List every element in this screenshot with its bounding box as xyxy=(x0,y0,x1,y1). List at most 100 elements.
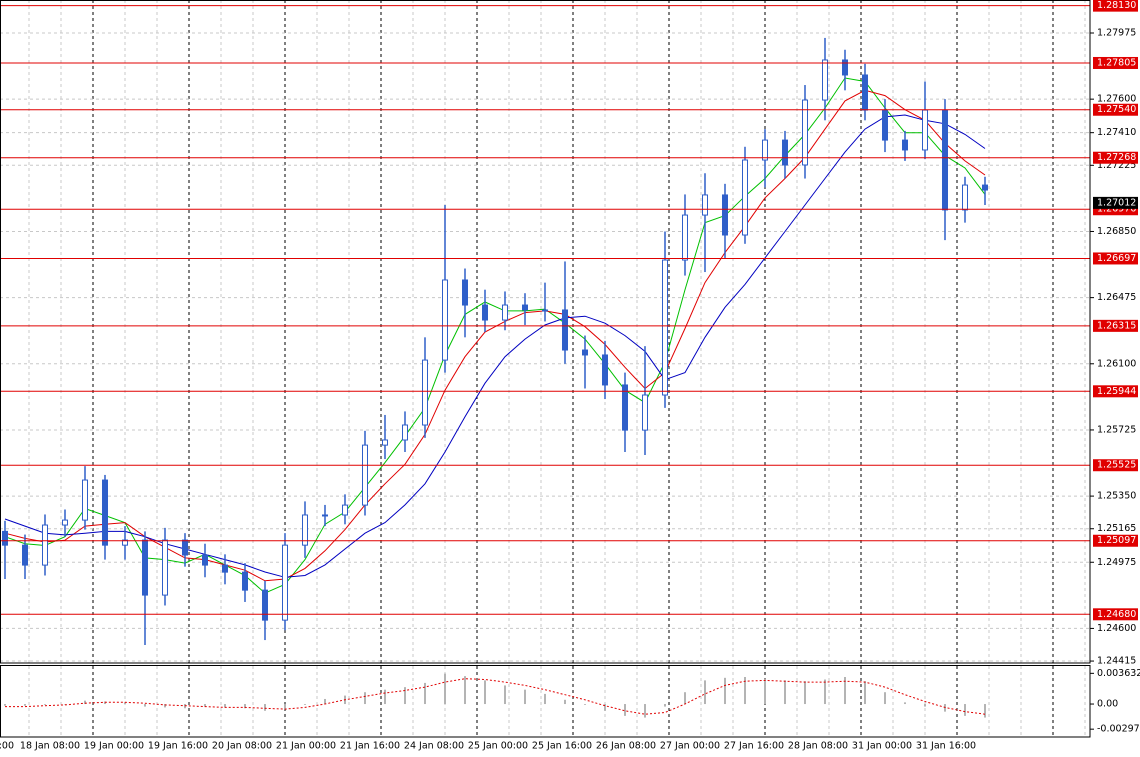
candle-body xyxy=(462,279,468,306)
candle-body xyxy=(202,554,208,566)
main-frame xyxy=(0,0,1091,664)
y-tick-label: 0.00 xyxy=(1097,699,1118,710)
candle-body xyxy=(42,524,48,566)
y-tick-label: 1.26475 xyxy=(1097,292,1136,303)
level-tag xyxy=(1093,56,1138,69)
candle-body xyxy=(482,304,488,321)
level-label: 1.27268 xyxy=(1097,152,1136,163)
level-label: 1.25944 xyxy=(1097,386,1136,397)
candle-body xyxy=(902,139,908,151)
osc-frame xyxy=(0,665,1091,738)
level-label: 1.26697 xyxy=(1097,253,1136,264)
level-tag xyxy=(1093,252,1138,265)
y-tick-label: 1.25350 xyxy=(1097,491,1136,502)
y-tick-label: 1.25165 xyxy=(1097,523,1136,534)
candle-body xyxy=(362,444,368,506)
candle-body xyxy=(962,184,968,211)
candle-body xyxy=(162,539,168,596)
level-label: 1.26976 xyxy=(1097,204,1136,215)
candle-body xyxy=(262,589,268,621)
y-tick-label: 1.27600 xyxy=(1097,94,1136,105)
current-price-tag xyxy=(1093,196,1138,209)
candle-body xyxy=(542,309,548,312)
x-tick-label: 31 Jan 16:00 xyxy=(916,741,976,752)
candle-body xyxy=(582,349,588,356)
candle-body xyxy=(402,424,408,441)
y-tick-label: 1.24600 xyxy=(1097,623,1136,634)
candle-body xyxy=(442,279,448,361)
candle-body xyxy=(62,519,68,526)
y-tick-label: 1.26850 xyxy=(1097,226,1136,237)
y-tick-label: 1.27410 xyxy=(1097,127,1136,138)
level-tag xyxy=(1093,608,1138,621)
candle-body xyxy=(522,304,528,311)
candle-body xyxy=(382,439,388,446)
level-tag xyxy=(1093,0,1138,12)
candle-body xyxy=(722,194,728,236)
candle-body xyxy=(662,259,668,396)
candle-body xyxy=(842,59,848,76)
candle-body xyxy=(862,74,868,111)
x-tick-label: 24 Jan 08:00 xyxy=(404,741,464,752)
y-tick-label: 1.27975 xyxy=(1097,27,1136,38)
candle-body xyxy=(882,109,888,141)
current-price-label: 1.27012 xyxy=(1097,197,1136,208)
x-tick-label: 25 Jan 16:00 xyxy=(532,741,592,752)
x-tick-label: 27 Jan 00:00 xyxy=(660,741,720,752)
level-label: 1.26315 xyxy=(1097,320,1136,331)
moving-average xyxy=(4,114,986,578)
x-tick-label: 28 Jan 08:00 xyxy=(788,741,848,752)
x-tick-label: 6:00 xyxy=(0,741,14,752)
x-tick-label: 18 Jan 08:00 xyxy=(20,741,80,752)
x-tick-label: 26 Jan 08:00 xyxy=(596,741,656,752)
candle-body xyxy=(242,571,248,591)
candle-body xyxy=(22,544,28,566)
x-tick-label: 19 Jan 16:00 xyxy=(148,741,208,752)
candle-body xyxy=(122,539,128,546)
x-tick-label: 25 Jan 00:00 xyxy=(468,741,528,752)
candle-body xyxy=(782,139,788,166)
x-tick-label: 20 Jan 08:00 xyxy=(212,741,272,752)
candle-body xyxy=(342,504,348,516)
level-label: 1.27805 xyxy=(1097,57,1136,68)
x-tick-label: 21 Jan 00:00 xyxy=(276,741,336,752)
level-tag xyxy=(1093,385,1138,398)
candle-body xyxy=(282,544,288,621)
level-tag xyxy=(1093,319,1138,332)
level-label: 1.25097 xyxy=(1097,535,1136,546)
level-tag xyxy=(1093,534,1138,547)
y-tick-label: 1.26100 xyxy=(1097,358,1136,369)
level-tag xyxy=(1093,459,1138,472)
moving-average xyxy=(4,77,986,594)
candle-body xyxy=(422,359,428,426)
x-tick-label: 27 Jan 16:00 xyxy=(724,741,784,752)
candle-body xyxy=(742,159,748,236)
candle-body xyxy=(622,384,628,431)
candle-body xyxy=(2,530,8,546)
y-tick-label: 0.003632 xyxy=(1097,668,1140,679)
candle-body xyxy=(102,479,108,546)
y-tick-label: 1.24415 xyxy=(1097,656,1136,667)
y-tick-label: 1.27225 xyxy=(1097,160,1136,171)
y-tick-label: 1.24975 xyxy=(1097,557,1136,568)
candle-body xyxy=(322,514,328,517)
candle-body xyxy=(642,394,648,431)
level-label: 1.24680 xyxy=(1097,609,1136,620)
candle-body xyxy=(822,59,828,101)
level-tag xyxy=(1093,103,1138,116)
y-tick-label: -0.002973 xyxy=(1097,724,1140,735)
x-tick-label: 19 Jan 00:00 xyxy=(84,741,144,752)
candle-body xyxy=(762,139,768,161)
candle-body xyxy=(182,539,188,556)
candle-body xyxy=(922,109,928,151)
candle-body xyxy=(562,309,568,351)
level-label: 1.28130 xyxy=(1097,0,1136,11)
candle-body xyxy=(802,99,808,166)
signal-line xyxy=(5,678,986,715)
candle-body xyxy=(222,564,228,573)
candle-body xyxy=(702,194,708,216)
candle-body xyxy=(502,304,508,321)
x-tick-label: 21 Jan 16:00 xyxy=(340,741,400,752)
